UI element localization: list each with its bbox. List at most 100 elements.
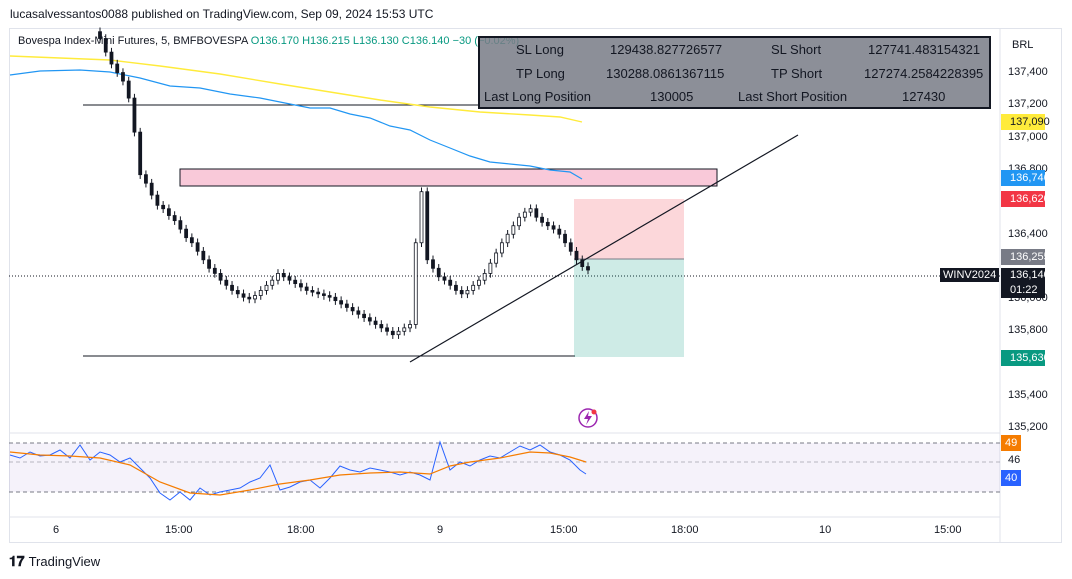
position-info-table: SL Long 129438.827726577 SL Short 127741… — [478, 36, 991, 109]
candle-body — [316, 291, 321, 295]
last-short-label: Last Short Position — [738, 89, 848, 104]
candle-body — [517, 216, 522, 227]
candle-body — [488, 262, 493, 274]
rsi-line — [9, 440, 587, 501]
price-tick: 135,800 — [1008, 324, 1048, 336]
candle-body — [477, 279, 481, 286]
candle-body — [540, 216, 544, 223]
candle-body — [241, 293, 246, 298]
candle-body — [436, 267, 441, 278]
tradingview-logo-icon: 𝟏𝟕 — [9, 553, 25, 569]
time-tick: 15:00 — [934, 524, 962, 536]
time-tick: 10 — [819, 524, 832, 536]
candle-body — [310, 290, 315, 293]
lightning-icon[interactable] — [578, 408, 598, 428]
candle-body — [178, 220, 183, 230]
price-tick: 135,400 — [1008, 389, 1048, 401]
price-tick: 136,400 — [1008, 228, 1048, 240]
candle-body — [98, 31, 102, 39]
sl-short-value: 127741.483154321 — [868, 42, 981, 57]
last-price-tag: 136,140 — [1001, 268, 1050, 283]
candle-body — [270, 279, 275, 286]
chart-legend[interactable]: Bovespa Index-Mini Futures, 5, BMFBOVESP… — [18, 35, 519, 47]
candle-body — [235, 290, 240, 295]
ema-price-tag: 136,746 — [1001, 170, 1050, 186]
candle-body — [258, 290, 263, 296]
candle-body — [247, 296, 252, 300]
candle-body — [413, 242, 418, 325]
candle-body — [121, 72, 125, 82]
time-tick: 9 — [437, 524, 444, 536]
candle-body — [402, 327, 407, 332]
candle-body — [356, 310, 361, 315]
candle-body — [299, 283, 303, 288]
candle-body — [499, 242, 504, 254]
candle-body — [172, 215, 177, 222]
candle-body — [304, 286, 309, 291]
sl-long-value: 129438.827726577 — [610, 42, 723, 57]
candle-body — [230, 284, 234, 291]
time-tick: 15:00 — [165, 524, 193, 536]
price-tick: 137,400 — [1008, 66, 1048, 78]
tp-long-label: TP Long — [516, 66, 565, 81]
candle-body — [545, 221, 550, 227]
price-tick: 135,200 — [1008, 421, 1048, 433]
candle-body — [557, 228, 562, 235]
candle-body — [195, 242, 200, 252]
stop-price-tag: 136,620 — [1001, 191, 1050, 207]
chart-frame[interactable] — [9, 28, 1062, 543]
candle-body — [253, 295, 257, 300]
candles-group — [98, 27, 590, 339]
candle-body — [149, 182, 154, 196]
candle-body — [586, 266, 590, 271]
candle-body — [115, 63, 120, 73]
price-tick: 137,200 — [1008, 98, 1048, 110]
legend-ohlc: O136.170 H136.215 L136.130 C136.140 −30 … — [250, 35, 520, 47]
candle-body — [155, 194, 160, 206]
candle-body — [568, 242, 573, 252]
currency-label[interactable]: BRL — [1012, 39, 1034, 51]
candle-body — [385, 327, 389, 332]
candle-body — [184, 228, 189, 239]
supply-zone-box — [179, 168, 718, 187]
candle-body — [379, 324, 384, 329]
candle-body — [419, 191, 424, 244]
candle-body — [207, 259, 211, 269]
candle-body — [522, 211, 527, 218]
publish-info: lucasalvessantos0088 published on Tradin… — [10, 7, 434, 21]
candle-body — [367, 317, 372, 322]
candle-body — [390, 330, 395, 336]
price-tick: 137,000 — [1008, 131, 1048, 143]
footer-brand: TradingView — [28, 554, 101, 569]
stop-loss-area — [574, 199, 684, 259]
candle-body — [201, 250, 206, 261]
candle-body — [218, 273, 223, 281]
rsi-signal-line — [9, 451, 587, 496]
candle-body — [431, 259, 435, 269]
footer[interactable]: 𝟏𝟕 TradingView — [9, 553, 100, 570]
tp-short-value: 127274.2584228395 — [864, 66, 984, 81]
candle-body — [327, 295, 332, 298]
sl-short-label: SL Short — [771, 42, 822, 57]
candle-body — [103, 38, 108, 53]
candle-body — [264, 284, 269, 291]
candle-body — [580, 259, 585, 267]
candle-body — [322, 293, 326, 296]
tp-long-value: 130288.0861367115 — [606, 66, 725, 81]
candle-body — [138, 131, 143, 176]
candle-body — [281, 273, 286, 278]
last-long-label: Last Long Position — [484, 89, 591, 104]
candle-body — [396, 330, 401, 336]
entry-price-tag: 136,255 — [1001, 249, 1050, 265]
candle-body — [373, 320, 378, 325]
candle-body — [551, 225, 556, 230]
rsi-value-tag: 40 — [1001, 470, 1021, 486]
candle-body — [161, 204, 166, 210]
candle-body — [344, 303, 349, 308]
time-tick: 6 — [53, 524, 60, 536]
time-tick: 15:00 — [550, 524, 578, 536]
candle-body — [442, 276, 447, 281]
candle-body — [212, 267, 217, 274]
time-tick: 18:00 — [287, 524, 315, 536]
